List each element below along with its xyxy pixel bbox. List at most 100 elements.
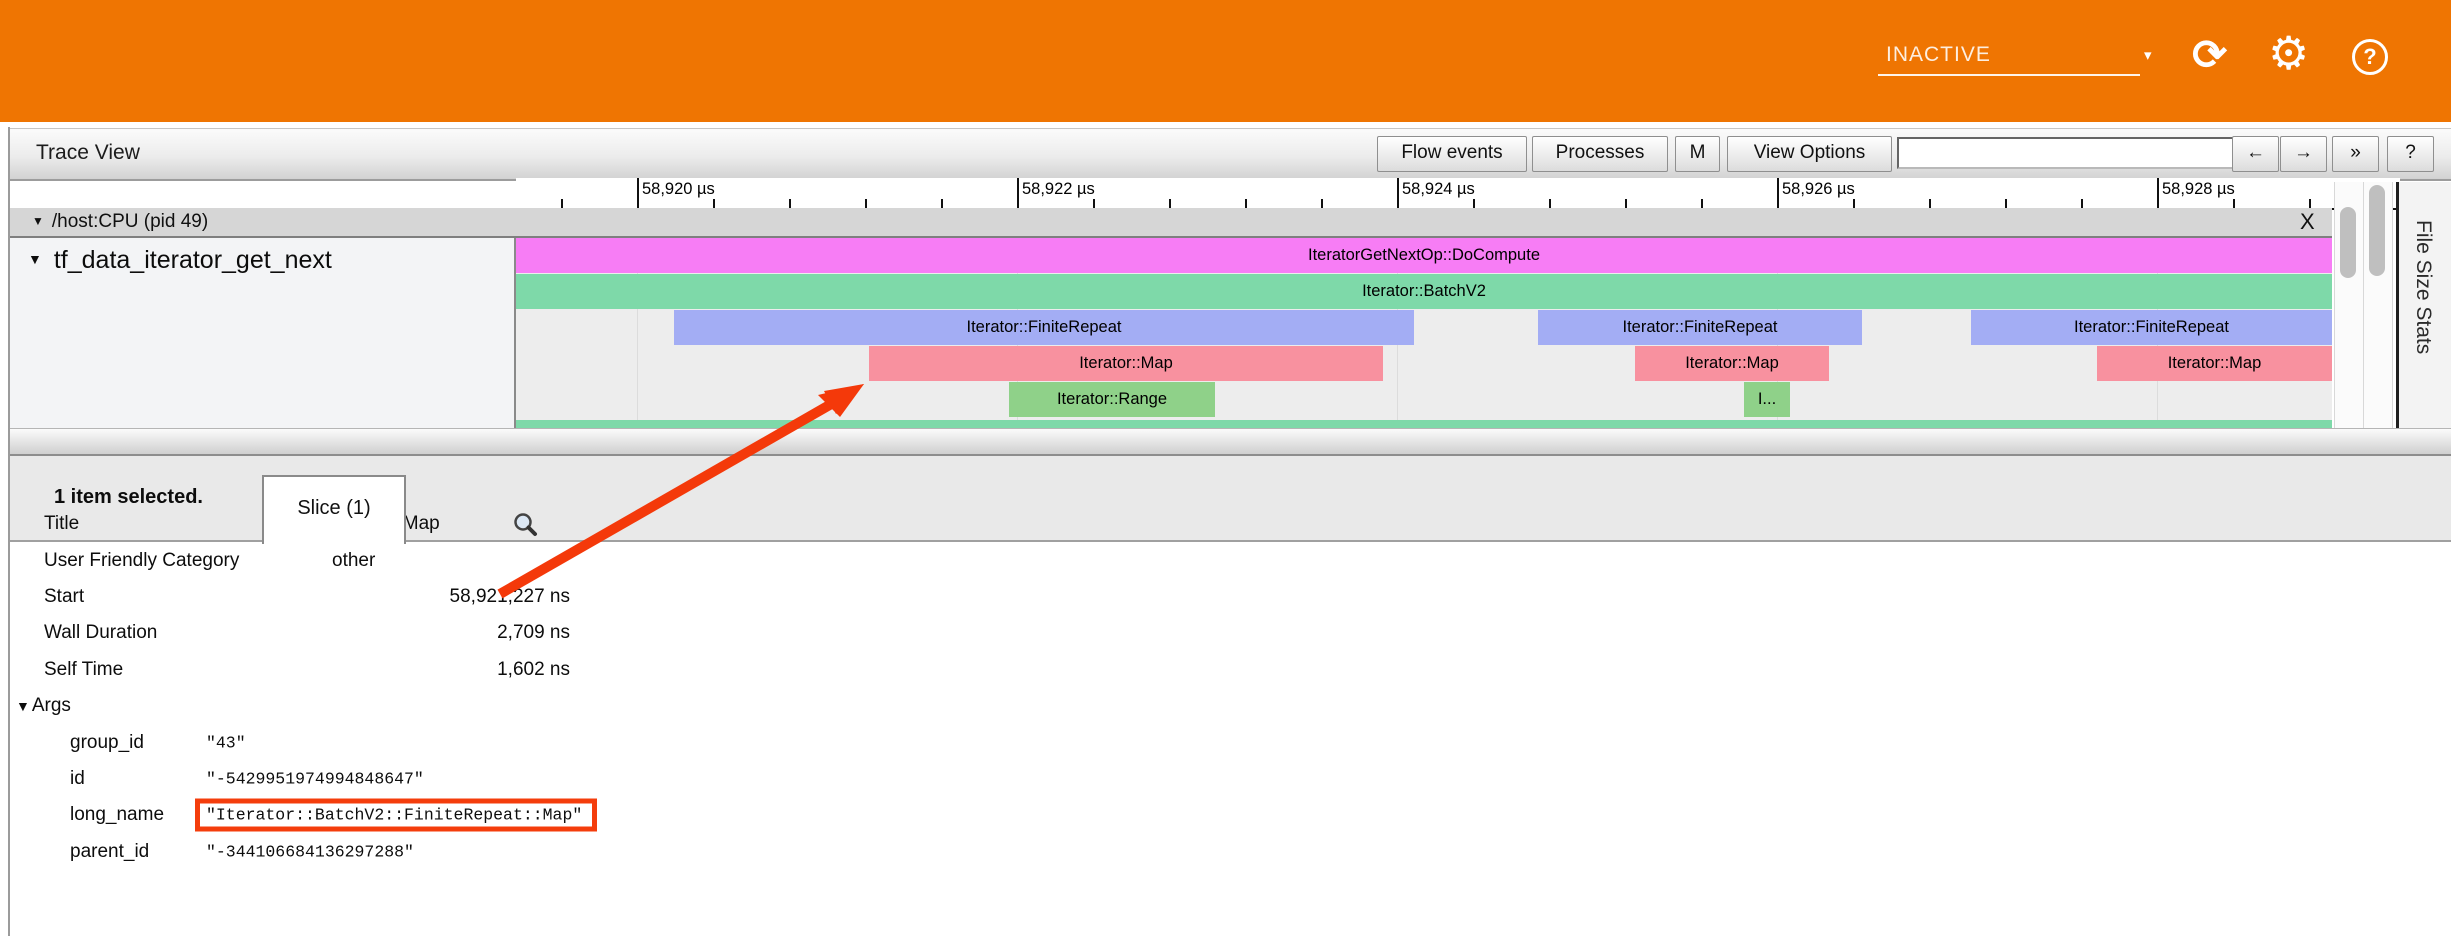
minor-tick [2005, 199, 2007, 208]
page-title: Trace View [36, 141, 140, 164]
major-tick [1397, 178, 1399, 208]
gear-icon[interactable]: ⚙ [2268, 27, 2310, 79]
minor-tick [1473, 199, 1475, 208]
selection-status: 1 item selected. [54, 486, 203, 508]
nav-help-button[interactable]: ? [2387, 136, 2434, 172]
magnifier-icon[interactable] [512, 511, 538, 537]
app-header-bar: INACTIVE ▾ ⟳ ⚙ ? [0, 0, 2451, 122]
trace-slice[interactable]: Iterator::FiniteRepeat [674, 310, 1414, 345]
major-tick [2157, 178, 2159, 208]
detail-label: Title [44, 513, 80, 535]
trace-slice[interactable]: Iterator::FiniteRepeat [1538, 310, 1862, 345]
trace-slice[interactable]: Iterator::BatchV2 [516, 274, 2332, 309]
minor-tick [1701, 199, 1703, 208]
arg-value: "-344106684136297288" [206, 842, 414, 862]
chevron-down-icon[interactable]: ▾ [2144, 47, 2152, 64]
detail-value: 58,921,227 ns [449, 585, 570, 607]
capture-status-label: INACTIVE [1886, 43, 1991, 66]
minor-tick [865, 199, 867, 208]
collapse-caret-icon[interactable]: ▼ [28, 251, 42, 267]
detail-value: other [332, 549, 376, 571]
arg-label: parent_id [70, 840, 150, 862]
minor-tick [1929, 199, 1931, 208]
details-panel: 1 item selected. Slice (1) TitleIterator… [8, 456, 2451, 936]
window-left-border [8, 127, 10, 936]
refresh-icon[interactable]: ⟳ [2192, 31, 2228, 78]
arg-value-highlighted: "Iterator::BatchV2::FiniteRepeat::Map" [195, 798, 598, 832]
track-label: ▼ tf_data_iterator_get_next [28, 246, 332, 274]
detail-row: group_id "43" [8, 724, 2451, 760]
toolbar-button-view-options[interactable]: View Options [1727, 136, 1892, 172]
minor-tick [789, 199, 791, 208]
minor-tick [1169, 199, 1171, 208]
arg-label: group_id [70, 731, 144, 753]
trace-slice[interactable]: Iterator::Map [2097, 346, 2332, 381]
tab-slice[interactable]: Slice (1) [262, 475, 406, 544]
minor-tick [1321, 199, 1323, 208]
close-icon[interactable]: X [2300, 209, 2315, 234]
trace-slice[interactable]: I... [1744, 382, 1790, 417]
detail-row: Self Time 1,602 ns [8, 652, 2451, 688]
panel-splitter[interactable] [8, 428, 2451, 457]
arg-label: long_name [70, 804, 165, 826]
arg-label: id [70, 767, 85, 789]
major-tick [1017, 178, 1019, 208]
minor-tick [1093, 199, 1095, 208]
trace-view-toolbar: Trace View Flow events Processes M View Opt… [8, 128, 2451, 181]
major-tick [1777, 178, 1779, 208]
detail-row: User Friendly Category other [8, 542, 2451, 578]
minor-tick [2233, 199, 2235, 208]
minor-tick [561, 199, 563, 208]
detail-row: Wall Duration 2,709 ns [8, 615, 2451, 651]
details-tab-bar: 1 item selected. Slice (1) [8, 456, 2451, 544]
minor-tick [1245, 199, 1247, 208]
nav-more-button[interactable]: » [2332, 136, 2379, 172]
detail-value: 1,602 ns [497, 658, 570, 680]
detail-row: id "-5429951974994848647" [8, 761, 2451, 797]
detail-row: Start 58,921,227 ns [8, 579, 2451, 615]
detail-row: long_name "Iterator::BatchV2::FiniteRepea… [8, 797, 2451, 833]
detail-value: 2,709 ns [497, 622, 570, 644]
minor-tick [1625, 199, 1627, 208]
toolbar-button-m[interactable]: M [1675, 136, 1720, 172]
trace-slice[interactable]: Iterator::Range [1009, 382, 1215, 417]
detail-row: ▼ Args [8, 688, 2451, 724]
track-name-panel: ▼ tf_data_iterator_get_next [8, 238, 516, 428]
trace-slice-partial[interactable] [516, 420, 2332, 428]
time-ruler: 58,920 µs 58,922 µs 58,924 µs 58,926 µs 58,9… [516, 178, 2400, 210]
scrollbar-thumb[interactable] [2369, 185, 2385, 276]
tick-label: 58,920 µs [642, 180, 715, 198]
toolbar-button-processes[interactable]: Processes [1532, 136, 1668, 172]
toolbar-button-flow-events[interactable]: Flow events [1377, 136, 1527, 172]
vertical-scrollbar-outer [2363, 182, 2393, 428]
capture-status-select[interactable]: INACTIVE [1878, 40, 2140, 76]
collapse-caret-icon: ▼ [16, 698, 30, 715]
detail-label: Start [44, 585, 85, 607]
tick-label: 58,926 µs [1782, 180, 1855, 198]
trace-slice[interactable]: Iterator::Map [1635, 346, 1829, 381]
nav-left-button[interactable]: ← [2232, 136, 2279, 172]
timeline-canvas[interactable]: IteratorGetNextOp::DoCompute Iterator::Ba… [516, 238, 2332, 428]
trace-slice[interactable]: IteratorGetNextOp::DoCompute [516, 238, 2332, 273]
detail-label: Wall Duration [44, 622, 158, 644]
trace-slice[interactable]: Iterator::FiniteRepeat [1971, 310, 2332, 345]
file-size-stats-tab[interactable]: File Size Stats [2412, 220, 2435, 355]
major-tick [637, 178, 639, 208]
file-size-stats-panel: File Size Stats [2396, 182, 2451, 452]
trace-slice[interactable]: Iterator::Map [869, 346, 1383, 381]
detail-row: parent_id "-344106684136297288" [8, 834, 2451, 870]
scrollbar-thumb[interactable] [2340, 207, 2356, 278]
minor-tick [713, 199, 715, 208]
tick-label: 58,924 µs [1402, 180, 1475, 198]
args-header[interactable]: ▼ Args [16, 695, 71, 717]
process-header-row: ▼/host:CPU (pid 49) X [8, 208, 2332, 238]
gridline [637, 238, 638, 428]
search-input[interactable] [1897, 137, 2244, 169]
nav-right-button[interactable]: → [2280, 136, 2327, 172]
tick-label: 58,928 µs [2162, 180, 2235, 198]
help-icon[interactable]: ? [2352, 39, 2388, 75]
tick-label: 58,922 µs [1022, 180, 1095, 198]
collapse-caret-icon[interactable]: ▼ [32, 214, 44, 228]
detail-label: User Friendly Category [44, 549, 240, 571]
minor-tick [2081, 199, 2083, 208]
